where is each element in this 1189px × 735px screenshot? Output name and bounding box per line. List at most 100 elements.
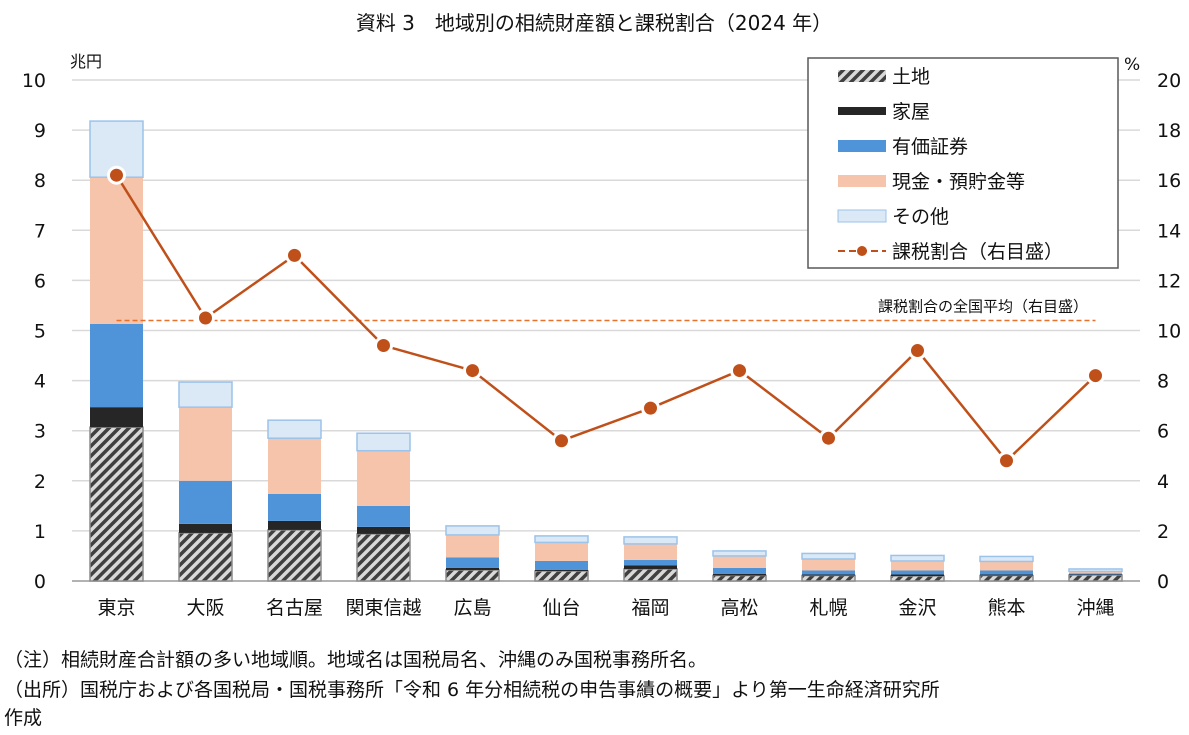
bar-securities <box>268 493 321 521</box>
bar-cash <box>624 543 677 560</box>
tax-ratio-point <box>730 361 749 381</box>
bar-other <box>979 555 1034 563</box>
left-tick-label: 5 <box>34 321 46 343</box>
category-label: 熊本 <box>987 597 1025 619</box>
category-label: 福岡 <box>631 597 669 619</box>
bar-other <box>1068 568 1123 573</box>
chart-svg: 資料 3 地域別の相続財産額と課税割合（2024 年） 兆円 % 課税割合の全国… <box>22 11 1181 619</box>
bar-other <box>178 381 233 408</box>
bar-other <box>534 535 589 544</box>
bar-house <box>624 565 677 569</box>
bar-cash <box>1069 571 1122 574</box>
left-tick-label: 8 <box>34 170 46 192</box>
bar-cash <box>357 450 410 506</box>
category-label: 広島 <box>453 597 491 619</box>
right-axis-unit: % <box>1124 55 1140 75</box>
bar-land <box>89 426 144 582</box>
bar-land <box>623 568 678 582</box>
tax-ratio-point <box>552 431 571 451</box>
bar-securities <box>535 560 588 570</box>
category-label: 関東信越 <box>345 597 421 619</box>
right-tick-label: 16 <box>1157 170 1181 192</box>
legend-label: 現金・預貯金等 <box>892 171 1025 193</box>
average-reference-label: 課税割合の全国平均（右目盛） <box>878 297 1088 315</box>
bar-other <box>445 525 500 536</box>
bar-securities <box>446 557 499 568</box>
note-text: （注）相続財産合計額の多い地域順。地域名は国税局名、沖縄のみ国税事務所名。 <box>4 649 708 671</box>
bar-house <box>179 523 232 533</box>
bar-securities <box>802 570 855 575</box>
bar-cash <box>179 407 232 481</box>
bar-cash <box>891 560 944 571</box>
category-label: 東京 <box>97 597 135 619</box>
left-tick-label: 4 <box>34 371 46 393</box>
tax-ratio-point <box>463 361 482 381</box>
legend-label: 課税割合（右目盛） <box>892 241 1063 263</box>
bar-land <box>267 529 322 582</box>
legend-swatch <box>838 140 886 152</box>
bar-land <box>356 533 411 582</box>
category-label: 高松 <box>720 597 758 619</box>
bar-other <box>712 550 767 557</box>
left-axis-unit: 兆円 <box>70 52 102 71</box>
bar-securities <box>891 570 944 575</box>
bar-cash <box>90 177 143 324</box>
category-label: 金沢 <box>898 597 936 619</box>
category-label: 札幌 <box>809 597 847 619</box>
left-tick-label: 0 <box>34 571 46 593</box>
tax-ratio-point <box>908 341 927 361</box>
legend-label: 土地 <box>892 66 930 88</box>
bar-securities <box>357 505 410 527</box>
bar-cash <box>802 558 855 571</box>
bar-land <box>445 569 500 582</box>
bar-house <box>535 569 588 571</box>
bar-land <box>712 574 767 582</box>
tax-ratio-point <box>285 245 304 265</box>
bar-securities <box>980 570 1033 575</box>
bar-house <box>980 574 1033 576</box>
tax-ratio-point <box>107 165 126 185</box>
legend-swatch-marker <box>857 246 867 256</box>
bar-cash <box>535 542 588 561</box>
bar-house <box>802 574 855 576</box>
legend-label: 有価証券 <box>892 136 968 158</box>
bar-other <box>267 419 322 439</box>
legend-swatch <box>838 70 886 82</box>
bar-securities <box>624 559 677 566</box>
right-tick-label: 8 <box>1157 371 1169 393</box>
right-tick-label: 4 <box>1157 471 1169 493</box>
bar-land <box>1068 574 1123 582</box>
left-tick-label: 6 <box>34 270 46 292</box>
bar-house <box>891 574 944 576</box>
category-label: 大阪 <box>186 597 224 619</box>
source-text-cont: 作成 <box>4 707 43 729</box>
right-tick-label: 18 <box>1157 120 1181 142</box>
right-tick-label: 12 <box>1157 270 1181 292</box>
bar-cash <box>446 534 499 558</box>
bar-other <box>356 432 411 452</box>
left-tick-label: 1 <box>34 521 46 543</box>
bar-other <box>623 536 678 545</box>
legend-label: 家屋 <box>892 101 930 123</box>
legend-swatch <box>837 209 887 223</box>
left-tick-label: 10 <box>22 70 46 92</box>
legend-swatch <box>838 175 886 187</box>
bar-land <box>890 575 945 582</box>
right-tick-label: 6 <box>1157 421 1169 443</box>
bar-securities <box>90 323 143 408</box>
left-tick-label: 7 <box>34 220 46 242</box>
bar-house <box>713 573 766 576</box>
left-tick-label: 9 <box>34 120 46 142</box>
tax-ratio-point <box>1086 366 1105 386</box>
bar-house <box>357 526 410 534</box>
right-tick-label: 10 <box>1157 321 1181 343</box>
legend-box <box>807 57 1119 269</box>
bar-house <box>90 407 143 428</box>
left-tick-label: 2 <box>34 471 46 493</box>
category-label: 名古屋 <box>266 597 323 619</box>
tax-ratio-point <box>196 308 215 328</box>
category-label: 沖縄 <box>1076 597 1114 619</box>
bar-land <box>801 574 856 582</box>
right-tick-label: 0 <box>1157 571 1169 593</box>
